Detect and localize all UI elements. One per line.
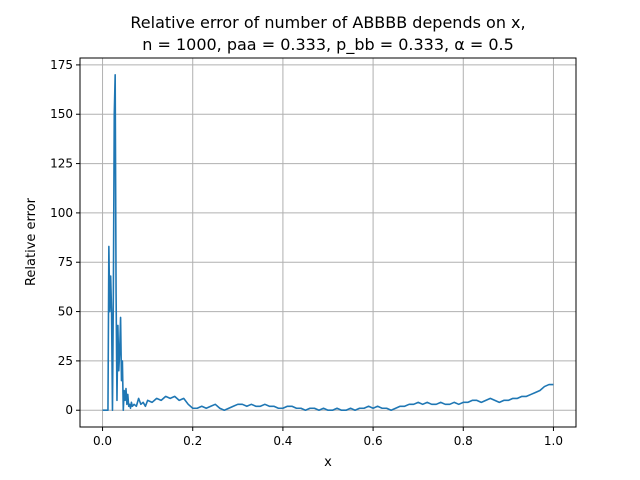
plot-frame bbox=[79, 57, 577, 428]
y-axis-label: Relative error bbox=[24, 197, 39, 286]
y-tick-label: 25 bbox=[58, 354, 73, 368]
y-tick-label: 125 bbox=[50, 157, 73, 171]
series-layer bbox=[102, 73, 554, 412]
x-tick-label: 0.4 bbox=[273, 434, 292, 448]
x-axis-ticks: 0.0 0.2 0.4 0.6 0.8 1.0 bbox=[93, 427, 563, 448]
x-tick-label: 0.6 bbox=[364, 434, 383, 448]
y-tick-label: 150 bbox=[50, 107, 73, 121]
x-axis-label: x bbox=[324, 455, 332, 470]
y-tick-label: 75 bbox=[58, 255, 73, 269]
y-tick-label: 175 bbox=[50, 58, 73, 72]
y-tick-label: 100 bbox=[50, 206, 73, 220]
x-tick-label: 0.8 bbox=[454, 434, 473, 448]
x-tick-label: 0.0 bbox=[93, 434, 112, 448]
chart-title-line1: Relative error of number of ABBBB depend… bbox=[130, 13, 525, 32]
y-tick-label: 0 bbox=[65, 403, 73, 417]
grid-lines bbox=[80, 58, 576, 427]
y-axis-ticks: 0 25 50 75 100 125 150 175 bbox=[50, 58, 80, 417]
x-tick-label: 1.0 bbox=[544, 434, 563, 448]
chart-title-line2: n = 1000, paa = 0.333, p_bb = 0.333, α =… bbox=[142, 35, 514, 55]
series-line bbox=[102, 73, 554, 412]
y-tick-label: 50 bbox=[58, 305, 73, 319]
x-tick-label: 0.2 bbox=[183, 434, 202, 448]
